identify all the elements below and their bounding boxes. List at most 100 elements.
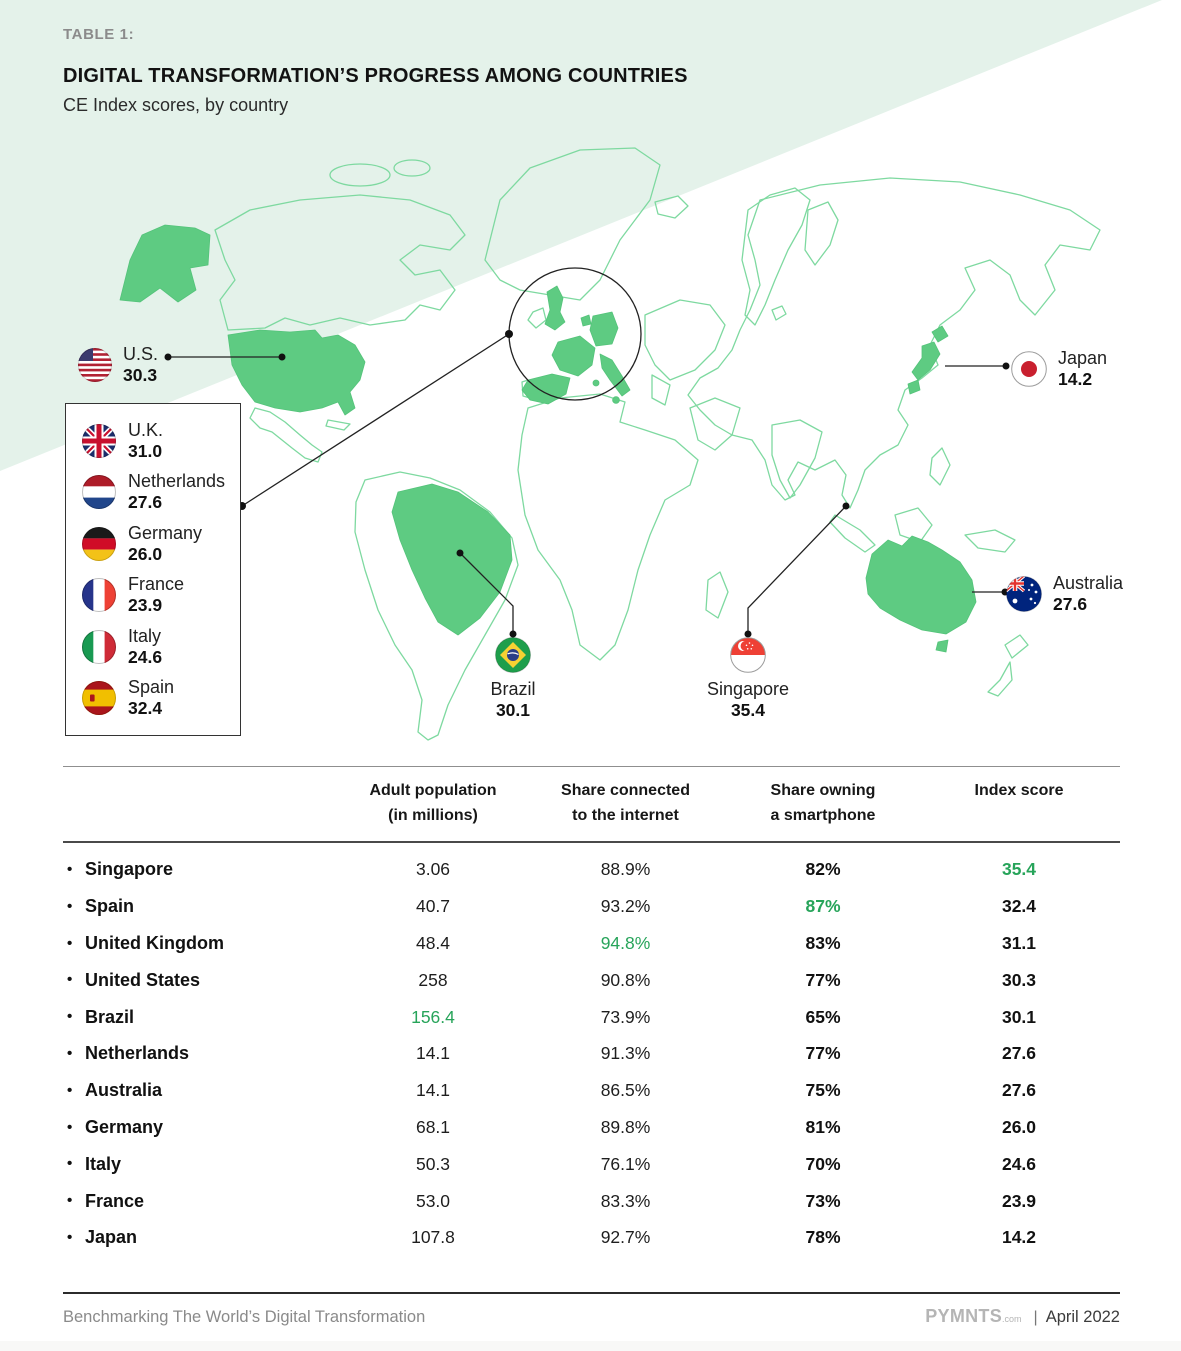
us-flag-icon — [78, 347, 112, 382]
column-header-index: Index score — [974, 782, 1064, 799]
legend-country-score: 26.0 — [128, 543, 163, 564]
arabia-outline — [689, 397, 741, 451]
column-header-country — [63, 779, 343, 829]
greenland-outline — [484, 147, 661, 301]
continent-outlines — [214, 147, 1101, 741]
table-row: • Spain 40.7 93.2% 87% 32.4 — [67, 896, 1037, 917]
singapore-connector-line — [747, 505, 847, 634]
new-guinea-outline — [964, 529, 1016, 553]
table-row: • Brazil 156.4 73.9% 65% 30.1 — [67, 1006, 1037, 1027]
singapore-flag-icon — [730, 637, 766, 673]
page-subtitle: CE Index scores, by country — [63, 95, 289, 115]
callout-country-name: U.S. — [123, 344, 159, 364]
table-body: • Singapore 3.06 88.9% 82% 35.4 • Spain 40… — [63, 843, 1120, 1257]
africa-outline — [517, 393, 699, 661]
canada-outline — [214, 194, 466, 331]
france-fill — [551, 335, 596, 377]
mexico-outline — [249, 407, 323, 463]
brazil-connector-line — [459, 552, 514, 634]
legend-country-score: 32.4 — [128, 698, 163, 719]
scandinavia-outline — [741, 187, 811, 326]
legend-country-name: France — [128, 574, 185, 595]
uk-flag-icon — [82, 423, 116, 458]
legend-row-netherlands: Netherlands 27.6 — [82, 471, 240, 513]
highlighted-countries — [119, 224, 977, 653]
footer-caption: Benchmarking The World’s Digital Transfo… — [63, 1308, 426, 1326]
callout-country-name: Brazil — [490, 679, 536, 699]
asia-outline — [687, 177, 1101, 509]
italy-fill — [599, 353, 631, 397]
header: TABLE 1: DIGITAL TRANSFORMATION’S PROGRE… — [63, 26, 688, 116]
column-header-population: Adult population (in millions) — [369, 782, 497, 824]
spain-fill — [521, 373, 571, 405]
new-zealand-outline — [987, 661, 1013, 697]
europe-legend-box: U.K. 31.0 Netherlands 27.6 — [65, 403, 241, 736]
legend-country-score: 24.6 — [128, 646, 163, 667]
footer-date: April 2022 — [1045, 1308, 1120, 1326]
spain-flag-icon — [82, 681, 116, 716]
legend-country-score: 27.6 — [128, 492, 163, 513]
callout-country-score: 30.3 — [123, 364, 158, 385]
table-row: • Australia 14.1 86.5% 75% 27.6 — [67, 1080, 1037, 1101]
footer-pipe: | — [1033, 1309, 1038, 1326]
netherlands-flag-icon — [82, 475, 116, 510]
germany-fill — [589, 311, 619, 347]
legend-country-score: 31.0 — [128, 440, 163, 461]
legend-country-name: Germany — [128, 522, 203, 543]
table-row: • France 53.0 83.3% 73% 23.9 — [67, 1190, 1037, 1211]
legend-country-name: U.K. — [128, 419, 164, 440]
ireland-outline — [527, 307, 547, 329]
legend-country-score: 23.9 — [128, 595, 163, 616]
legend-row-france: France 23.9 — [82, 574, 240, 616]
borneo-outline — [894, 507, 933, 543]
page-title: DIGITAL TRANSFORMATION’S PROGRESS AMONG … — [63, 65, 688, 87]
callout-country-name: Japan — [1058, 348, 1108, 368]
pymnts-logo-suffix: .com — [1002, 1314, 1022, 1324]
singapore-callout: Singapore 35.4 — [700, 637, 796, 721]
legend-country-name: Italy — [128, 625, 162, 646]
legend-row-spain: Spain 32.4 — [82, 677, 240, 719]
legend-row-germany: Germany 26.0 — [82, 523, 240, 565]
callout-country-name: Australia — [1053, 573, 1124, 593]
philippines-outline — [929, 447, 951, 486]
column-header-smartphone: Share owning a smartphone — [770, 782, 876, 824]
legend-row-italy: Italy 24.6 — [82, 626, 240, 668]
footer-brand-area: PYMNTS.com | April 2022 — [925, 1306, 1120, 1327]
east-europe-outline — [644, 299, 726, 381]
connectors — [164, 267, 1010, 638]
tasmania-fill — [935, 639, 949, 653]
bottom-strip — [0, 1341, 1181, 1351]
table-row: • Japan 107.8 92.7% 78% 14.2 — [67, 1227, 1037, 1248]
madagascar-outline — [705, 571, 729, 619]
footer-divider — [63, 1292, 1120, 1294]
callout-country-score: 35.4 — [730, 699, 766, 720]
europe-connector-line — [241, 333, 510, 507]
south-america-outline — [354, 471, 519, 741]
table-row: • Italy 50.3 76.1% 70% 24.6 — [67, 1153, 1037, 1174]
united-kingdom-fill — [544, 285, 566, 331]
india-outline — [771, 419, 823, 499]
callout-country-score: 27.6 — [1053, 593, 1088, 614]
table-row: • United Kingdom 48.4 94.8% 83% 31.1 — [67, 933, 1037, 954]
united-states-fill — [227, 329, 366, 416]
netherlands-fill — [580, 314, 592, 327]
table-header-row: Adult population (in millions) Share conn… — [63, 767, 1120, 843]
japan-fill — [931, 325, 949, 343]
legend-country-name: Netherlands — [128, 471, 226, 492]
brazil-flag-icon — [495, 637, 531, 673]
table-label: TABLE 1: — [63, 26, 135, 43]
brazil-fill — [391, 483, 513, 636]
table-row: • Germany 68.1 89.8% 81% 26.0 — [67, 1117, 1037, 1138]
callout-country-name: Singapore — [706, 679, 790, 699]
world-map — [119, 147, 1101, 741]
brazil-callout: Brazil 30.1 — [468, 637, 558, 721]
france-flag-icon — [82, 578, 116, 613]
japan-flag-icon — [1011, 351, 1047, 387]
data-table: Adult population (in millions) Share conn… — [63, 766, 1120, 1256]
australia-callout: Australia 27.6 — [1006, 573, 1123, 615]
germany-flag-icon — [82, 526, 116, 561]
italy-flag-icon — [82, 629, 116, 664]
us-callout: U.S. 30.3 — [78, 344, 158, 386]
callout-country-score: 30.1 — [495, 699, 531, 720]
